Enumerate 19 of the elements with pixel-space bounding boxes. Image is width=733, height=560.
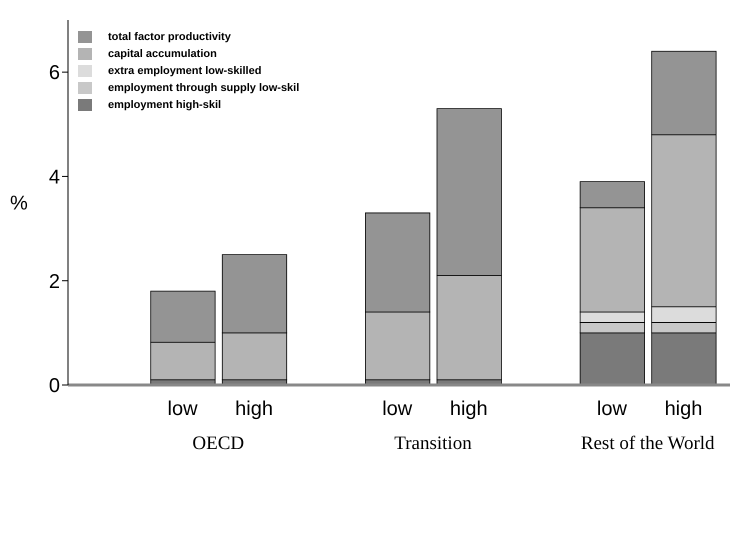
y-axis-title: % [10, 192, 28, 215]
x-tick-label: low [382, 398, 413, 420]
text: OECD [192, 433, 244, 454]
x-tick-label: low [168, 398, 198, 420]
x-tick-label: high [450, 398, 488, 420]
text: Transition [394, 433, 472, 454]
legend-label: total factor productivity [108, 30, 231, 42]
x-tick-label: low [596, 398, 628, 420]
y-tick-label: 0 [48, 375, 60, 398]
legend-label: capital accumulation [108, 48, 217, 60]
text: Rest of the World [580, 433, 716, 454]
y-tick-label: 4 [48, 166, 60, 189]
y-tick-label: 2 [48, 270, 60, 293]
legend-label: employment high-skil [108, 98, 222, 110]
legend-label: extra employment low-skilled [108, 64, 262, 76]
legend-label: employment through supply low-skil [108, 82, 300, 94]
x-tick-label: high [664, 398, 702, 420]
y-tick-label: 6 [48, 62, 60, 84]
x-tick-label: high [235, 398, 273, 420]
